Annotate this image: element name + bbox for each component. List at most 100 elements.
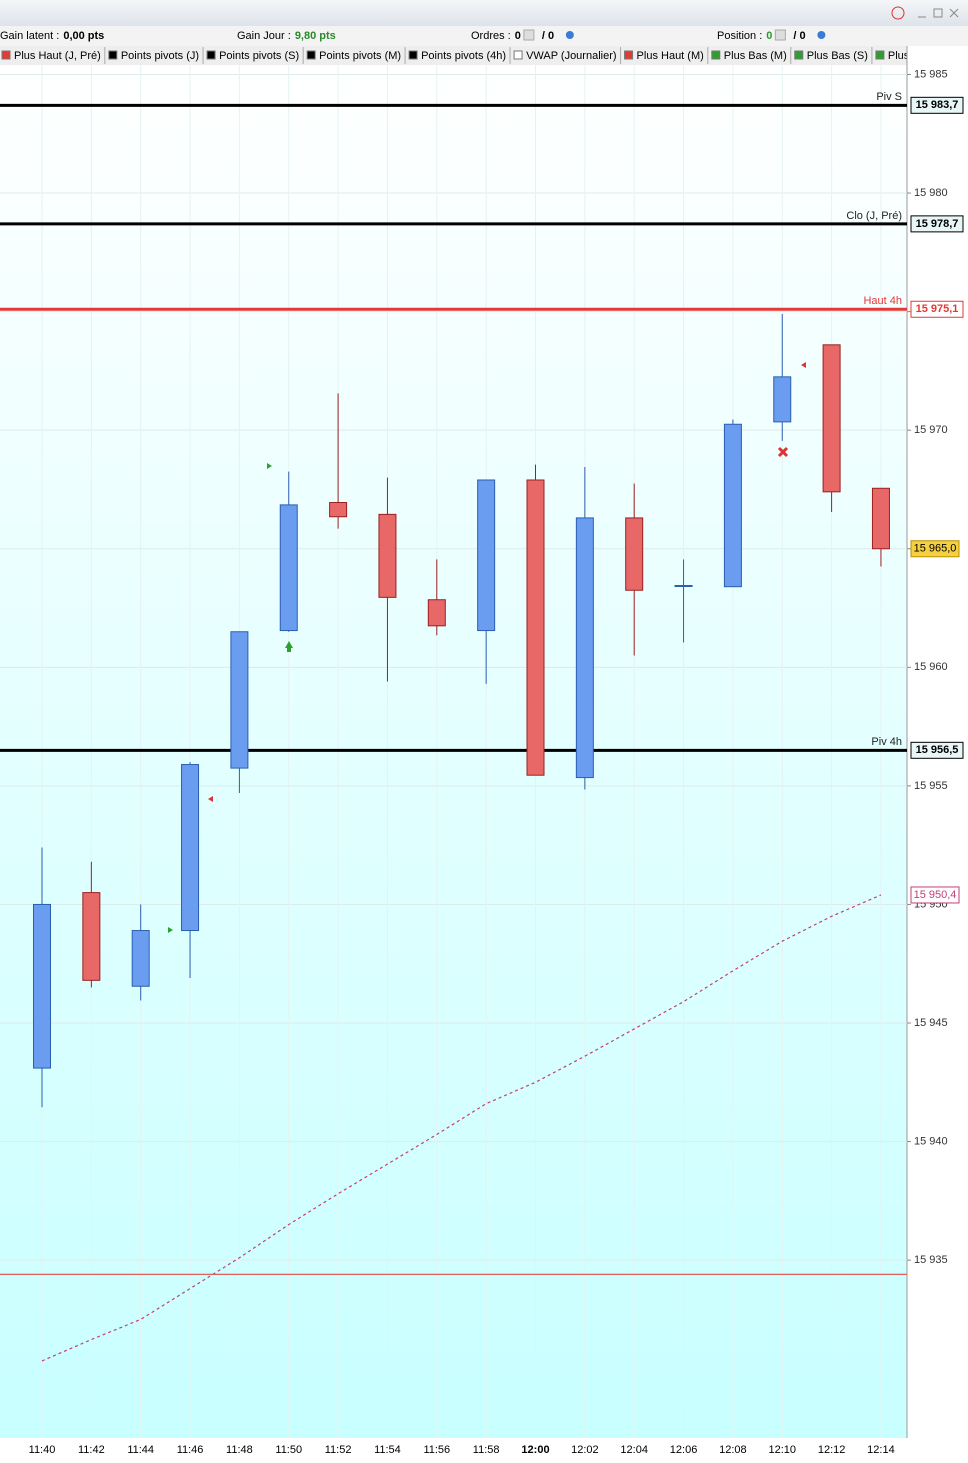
indicator-name: Points pivots (J) — [121, 50, 199, 62]
candle-body — [773, 376, 792, 423]
indicator-name: VWAP (Journalier) — [526, 50, 616, 62]
x-tick-label: 12:06 — [670, 1444, 698, 1456]
indicator-tab[interactable]: Plus Haut (J, Pré) — [1, 47, 106, 64]
candle-body — [427, 599, 446, 627]
x-tick-label: 12:08 — [719, 1444, 747, 1456]
refresh-icon[interactable] — [891, 6, 905, 20]
toolbar-value: 0 — [515, 30, 521, 42]
indicator-name: Plus Haut (J, Pré) — [14, 50, 101, 62]
indicator-swatch — [513, 50, 523, 60]
candle-body — [279, 504, 298, 632]
x-tick-label: 11:46 — [177, 1444, 204, 1456]
indicator-tab[interactable]: Points pivots (4h) — [408, 47, 511, 64]
indicator-swatch — [875, 50, 885, 60]
indicator-name: Plus Bas (M) — [724, 50, 787, 62]
indicator-name: Plus Haut (M) — [637, 50, 704, 62]
candle-body — [674, 585, 693, 588]
x-tick-label: 11:54 — [374, 1444, 401, 1456]
settings-icon[interactable] — [817, 31, 826, 39]
indicator-name: Points pivots (M) — [319, 50, 401, 62]
marker — [267, 463, 272, 469]
x-tick-label: 12:02 — [571, 1444, 599, 1456]
title-bar — [0, 0, 968, 26]
x-tick-label: 12:04 — [620, 1444, 648, 1456]
indicator-name: Plus Bas (S) — [807, 50, 868, 62]
indicator-tab[interactable]: VWAP (Journalier) — [513, 47, 622, 64]
candle-body — [477, 479, 496, 632]
vwap-line — [41, 894, 882, 1362]
candle-body — [82, 892, 101, 981]
marker — [801, 362, 806, 368]
exit-cross — [777, 446, 789, 458]
candle-body — [33, 903, 51, 1069]
toolbar-label: Position : — [717, 30, 762, 42]
x-tick-label: 11:56 — [423, 1444, 450, 1456]
indicator-name: Points pivots (4h) — [421, 50, 506, 62]
y-tick-label: 15 970 — [914, 424, 948, 436]
x-tick-label: 11:50 — [275, 1444, 302, 1456]
indicator-swatch — [108, 50, 118, 60]
toolbar-extra: / 0 — [793, 30, 805, 42]
indicator-tab[interactable]: Plus Haut (M) — [624, 47, 709, 64]
signal-markers — [168, 362, 806, 933]
candle-body — [131, 930, 150, 987]
level-label-box — [910, 741, 964, 759]
indicator-tab[interactable]: Points pivots (S) — [206, 47, 304, 64]
y-tick-label: 15 940 — [914, 1135, 948, 1147]
candle-body — [723, 423, 742, 588]
x-tick-label: 12:10 — [768, 1444, 796, 1456]
level-label: 15 975,1 — [916, 303, 959, 315]
settings-icon[interactable] — [565, 31, 574, 39]
indicator-tab[interactable]: Plus Bas (M) — [711, 47, 792, 64]
indicator-swatch — [408, 50, 418, 60]
indicator-bar — [0, 46, 907, 65]
toolbar-label: Gain Jour : — [237, 30, 291, 42]
indicator-name: Points pivots (S) — [219, 50, 299, 62]
maximize[interactable] — [933, 8, 943, 18]
y-tick-label: 15 955 — [914, 780, 948, 792]
level-label-box — [910, 300, 964, 318]
close[interactable] — [949, 8, 959, 18]
marker — [208, 796, 213, 802]
indicator-swatch — [711, 50, 721, 60]
toolbar-value: 0,00 pts — [63, 30, 104, 42]
candle-body — [329, 502, 348, 518]
toolbar-value: 9,80 pts — [295, 30, 336, 42]
window-controls[interactable] — [891, 6, 959, 20]
indicator-tab[interactable]: Points pivots (J) — [108, 47, 204, 64]
toolbar-label: Ordres : — [471, 30, 511, 42]
indicator-swatch — [206, 50, 216, 60]
candle-body — [378, 513, 397, 598]
candle-body — [625, 517, 644, 591]
toolbar-value: 0 — [766, 30, 772, 42]
toolbar-label: Gain latent : — [0, 30, 59, 42]
level-label-box — [910, 215, 964, 233]
order-icon — [523, 29, 535, 41]
y-tick-label: 15 985 — [914, 68, 948, 80]
level-label: 15 956,5 — [916, 744, 959, 756]
level-label: 15 983,7 — [916, 99, 959, 111]
candle-body — [230, 631, 249, 769]
x-tick-label: 11:48 — [226, 1444, 253, 1456]
indicator-swatch — [1, 50, 11, 60]
indicator-tab[interactable]: Plus Bas (S) — [794, 47, 873, 64]
vwap-label-box — [910, 886, 960, 904]
candle-body — [575, 517, 594, 779]
x-tick-label: 11:44 — [127, 1444, 154, 1456]
last-price-label: 15 965,0 — [914, 543, 957, 555]
y-tick-label: 15 980 — [914, 187, 948, 199]
candle-body — [181, 764, 200, 932]
level-name: Piv S — [876, 91, 902, 103]
x-tick-label: 11:40 — [29, 1444, 56, 1456]
indicator-swatch — [794, 50, 804, 60]
x-tick-label: 12:14 — [867, 1444, 895, 1456]
x-tick-label: 11:58 — [473, 1444, 500, 1456]
indicator-tab[interactable]: Points pivots (M) — [306, 47, 406, 64]
level-label: 15 978,7 — [916, 218, 959, 230]
level-name: Haut 4h — [863, 295, 902, 307]
candle-body — [822, 344, 841, 493]
candle-body — [871, 487, 890, 550]
indicator-swatch — [306, 50, 316, 60]
